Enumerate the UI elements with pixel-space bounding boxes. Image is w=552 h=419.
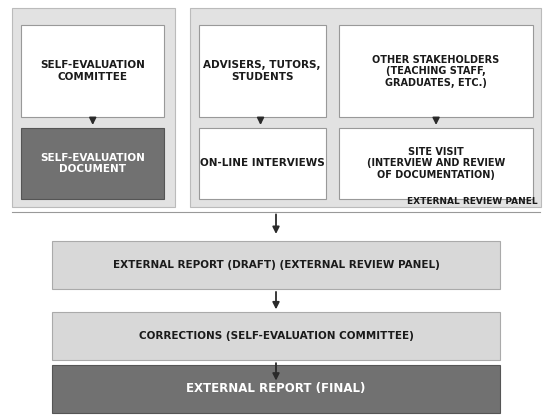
FancyBboxPatch shape [339, 25, 533, 117]
FancyBboxPatch shape [52, 241, 500, 289]
Text: OTHER STAKEHOLDERS
(TEACHING STAFF,
GRADUATES, ETC.): OTHER STAKEHOLDERS (TEACHING STAFF, GRAD… [373, 54, 500, 88]
FancyBboxPatch shape [339, 128, 533, 199]
Text: ADVISERS, TUTORS,
STUDENTS: ADVISERS, TUTORS, STUDENTS [204, 60, 321, 82]
FancyBboxPatch shape [199, 25, 326, 117]
FancyBboxPatch shape [199, 128, 326, 199]
FancyBboxPatch shape [52, 365, 500, 413]
Text: EXTERNAL REPORT (DRAFT) (EXTERNAL REVIEW PANEL): EXTERNAL REPORT (DRAFT) (EXTERNAL REVIEW… [113, 260, 439, 270]
Text: SELF-EVALUATION
DOCUMENT: SELF-EVALUATION DOCUMENT [40, 153, 145, 174]
Text: ON-LINE INTERVIEWS: ON-LINE INTERVIEWS [200, 158, 325, 168]
FancyBboxPatch shape [52, 312, 500, 360]
FancyBboxPatch shape [190, 8, 541, 207]
Text: CORRECTIONS (SELF-EVALUATION COMMITTEE): CORRECTIONS (SELF-EVALUATION COMMITTEE) [139, 331, 413, 341]
FancyBboxPatch shape [12, 8, 175, 207]
Text: SELF-EVALUATION
COMMITTEE: SELF-EVALUATION COMMITTEE [40, 60, 145, 82]
Text: SITE VISIT
(INTERVIEW AND REVIEW
OF DOCUMENTATION): SITE VISIT (INTERVIEW AND REVIEW OF DOCU… [367, 147, 505, 180]
Text: EXTERNAL REPORT (FINAL): EXTERNAL REPORT (FINAL) [187, 382, 365, 395]
FancyBboxPatch shape [21, 25, 164, 117]
FancyBboxPatch shape [21, 128, 164, 199]
Text: EXTERNAL REVIEW PANEL: EXTERNAL REVIEW PANEL [407, 197, 537, 206]
